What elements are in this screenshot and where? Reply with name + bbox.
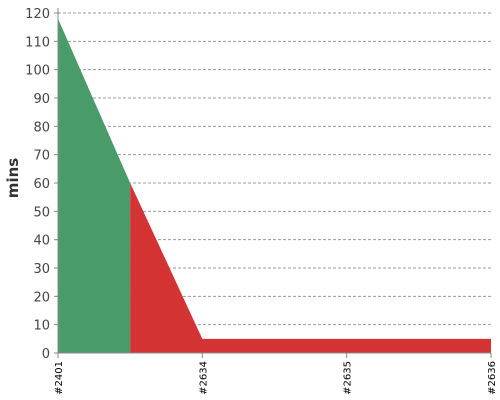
y-tick-label: 90	[33, 92, 50, 107]
y-tick-labels: 0 10 20 30 40 50 60 70 80 90 100 110 120	[25, 7, 58, 362]
x-tick-labels: #2401 #2634 #2635 #2636	[54, 353, 498, 395]
y-tick-label: 110	[25, 35, 50, 50]
y-tick-label: 80	[33, 120, 50, 135]
series-areas	[58, 18, 491, 354]
y-tick-label: 70	[33, 149, 50, 164]
y-axis-label: mins	[4, 158, 22, 198]
axes	[57, 8, 491, 354]
y-tick-label: 60	[33, 177, 50, 192]
x-tick-label: #2636	[487, 361, 498, 395]
x-tick-label: #2401	[54, 361, 65, 395]
y-tick-label: 20	[33, 290, 50, 305]
y-tick-label: 0	[42, 347, 50, 362]
y-tick-label: 50	[33, 205, 50, 220]
x-tick-label: #2635	[343, 361, 354, 395]
y-tick-label: 30	[33, 262, 50, 277]
y-tick-label: 100	[25, 64, 50, 79]
series-area-1	[130, 183, 491, 353]
y-tick-label: 10	[33, 319, 50, 334]
y-tick-label: 40	[33, 234, 50, 249]
x-tick-label: #2634	[198, 361, 209, 395]
y-tick-label: 120	[25, 7, 50, 22]
series-area-0	[58, 18, 131, 354]
